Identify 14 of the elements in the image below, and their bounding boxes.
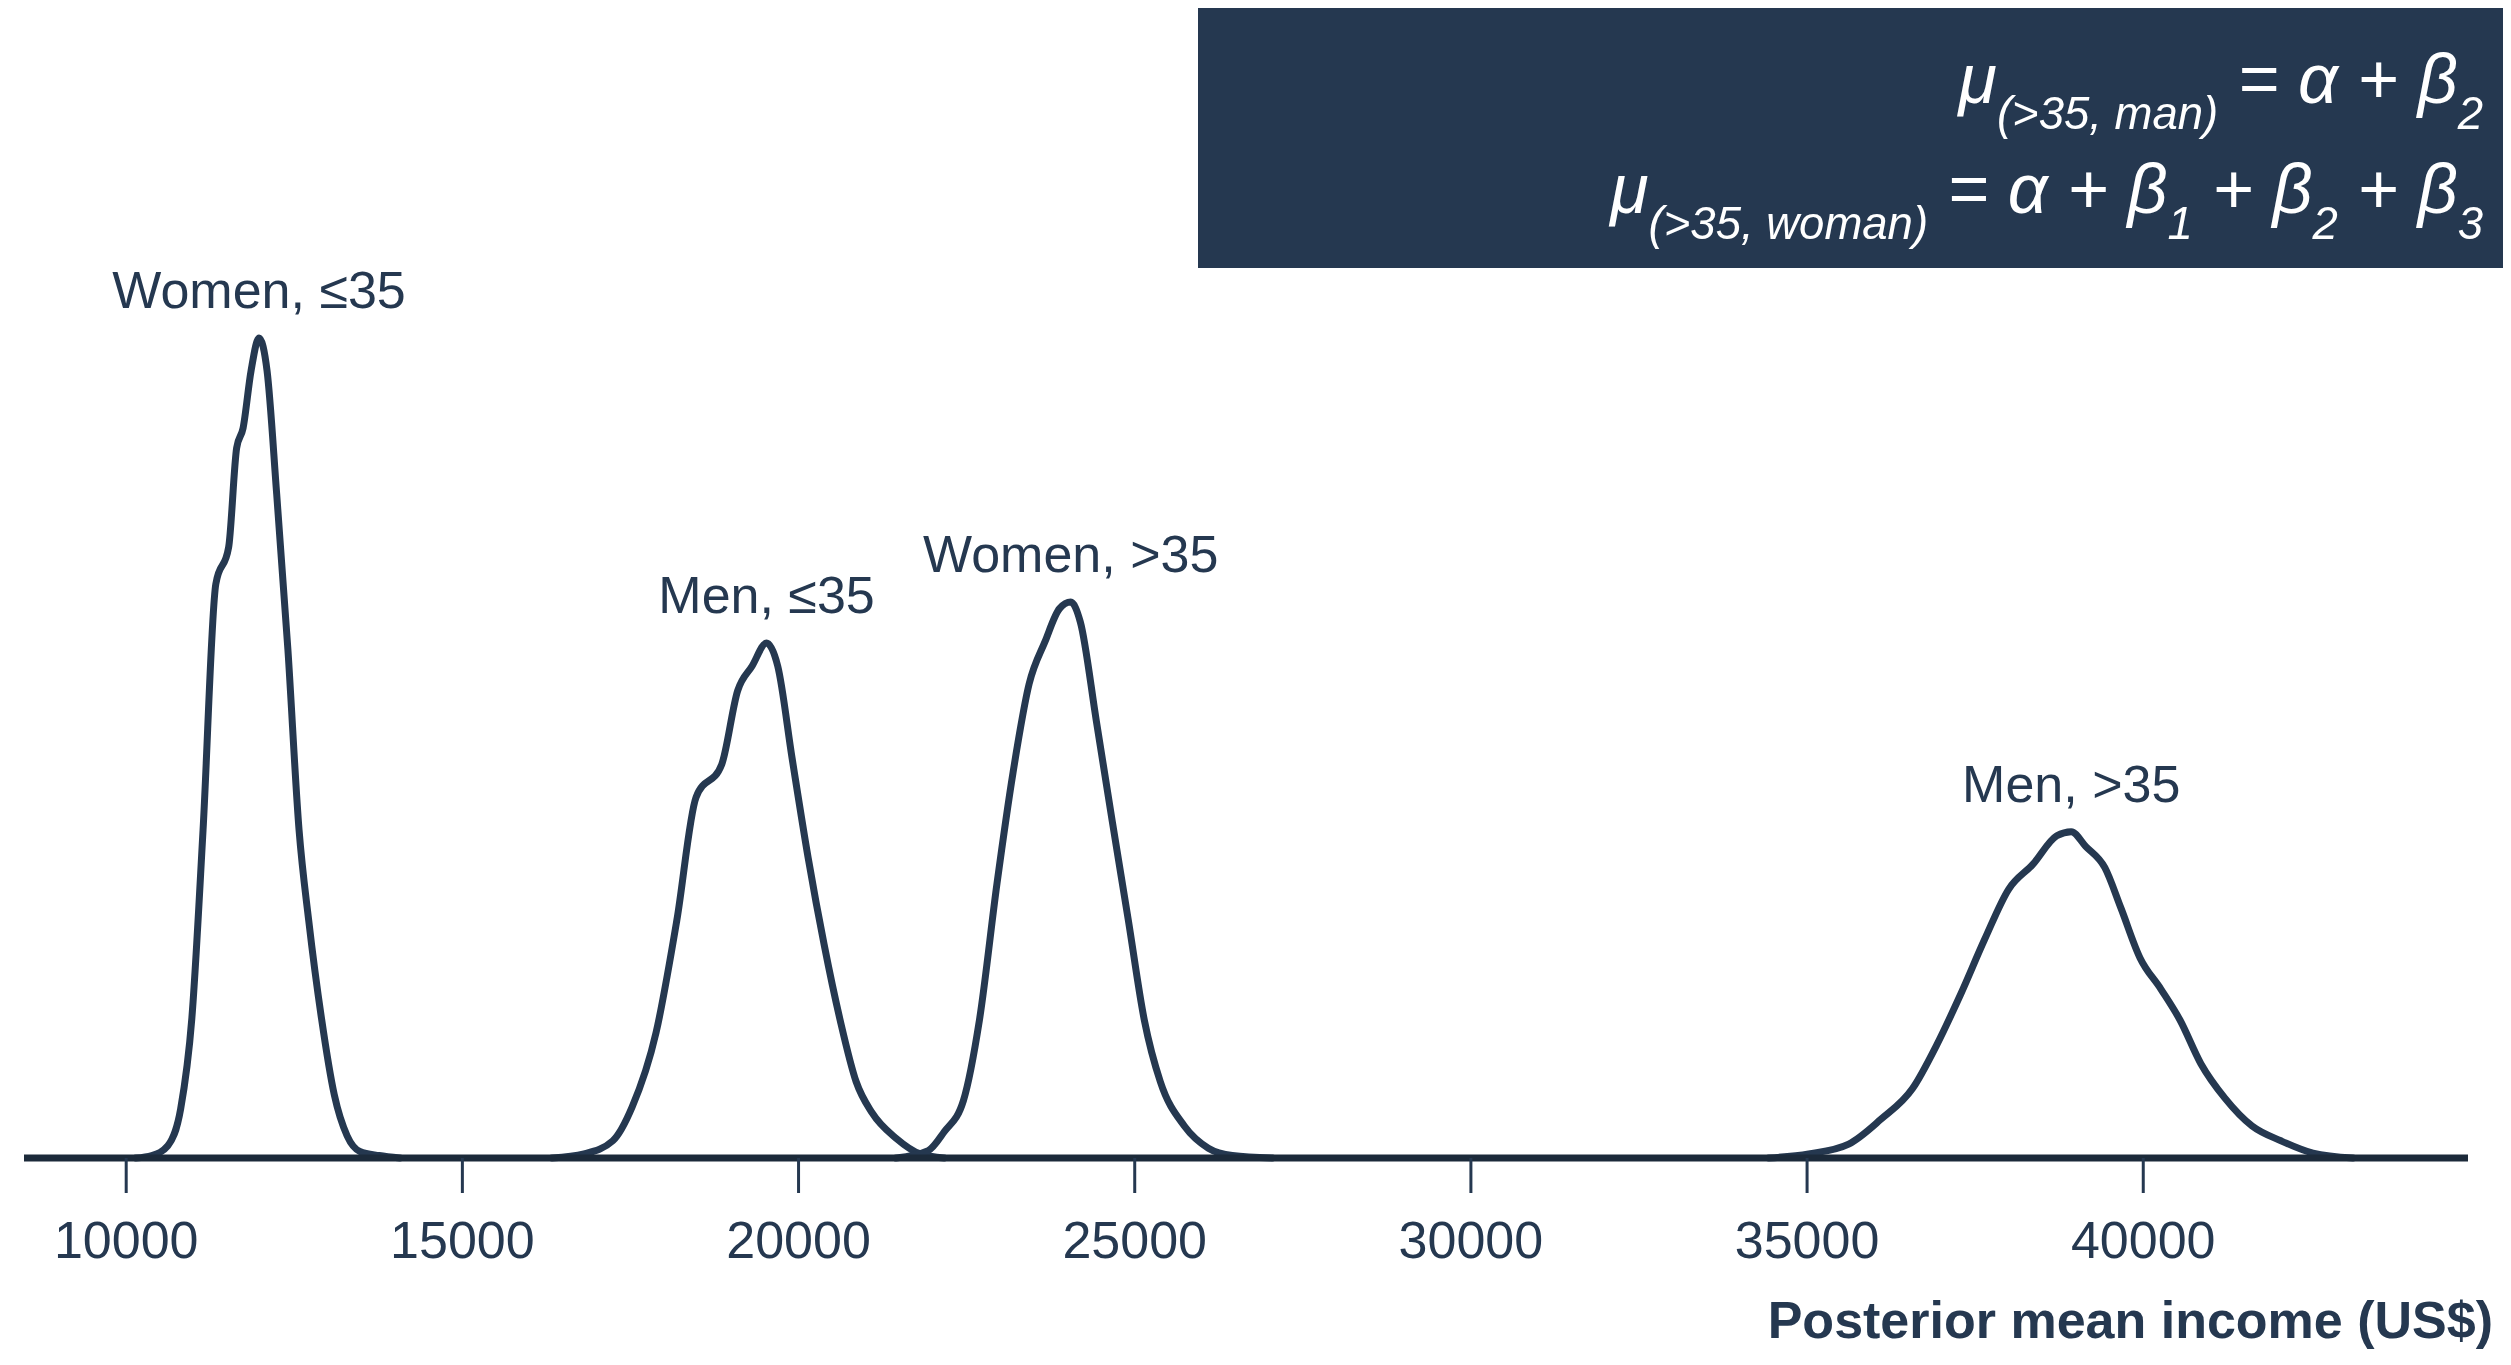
series-label: Men, >35 [1962, 754, 2181, 813]
x-tick-label: 30000 [1398, 1211, 1544, 1269]
series-label: Women, >35 [923, 525, 1219, 584]
x-axis-title: Posterior mean income (US$) [1767, 1291, 2493, 1349]
series-label: Women, ≤35 [112, 261, 406, 319]
x-tick-label: 15000 [390, 1211, 535, 1269]
x-tick-label: 40000 [2070, 1211, 2216, 1269]
text: μ$_{(>35, man)}$ = α + β$_{2}$ [1956, 40, 2483, 139]
text: μ$_{(>35, woman)}$ = α + β$_{1}$ + β$_{2}$ + β$_{3}$ [1608, 150, 2483, 249]
x-tick-label: 35000 [1734, 1211, 1880, 1269]
series-label: Men, ≤35 [658, 566, 875, 625]
x-tick-label: 10000 [53, 1211, 199, 1269]
x-tick-label: 25000 [1062, 1211, 1208, 1269]
x-tick-label: 20000 [726, 1211, 871, 1269]
